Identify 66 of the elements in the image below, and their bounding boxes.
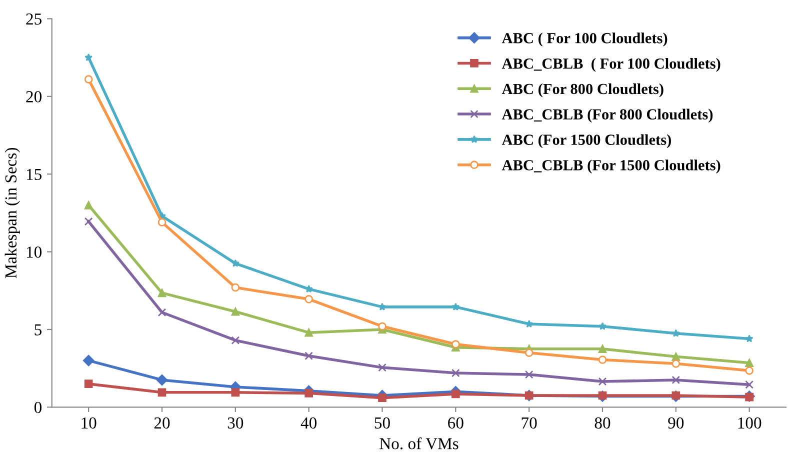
point (231, 259, 240, 267)
point (231, 336, 240, 345)
point (84, 201, 93, 210)
point (451, 340, 460, 348)
legend-label: ABC_CBLB (For 1500 Cloudlets) (502, 160, 720, 174)
point (525, 320, 534, 328)
x-tick-label: 30 (228, 417, 244, 429)
legend-label: ABC_CBLB ( For 100 Cloudlets) (502, 58, 720, 72)
legend-label: ABC (For 800 Cloudlets) (502, 83, 664, 98)
y-tick-label: 5 (34, 324, 42, 336)
point (672, 376, 680, 384)
x-tick-label: 80 (594, 417, 610, 429)
point (304, 352, 313, 360)
point (524, 348, 534, 357)
point (745, 366, 754, 375)
point (158, 218, 166, 226)
point (304, 389, 313, 398)
point (451, 390, 460, 398)
legend-label: ABC_CBLB (For 800 Cloudlets) (502, 108, 713, 123)
point (231, 307, 240, 316)
point (745, 334, 754, 342)
point (598, 344, 607, 354)
point (84, 53, 93, 62)
x-tick-label: 10 (82, 417, 96, 429)
point (304, 295, 313, 304)
x-tick-label: 70 (522, 417, 537, 429)
point (158, 288, 166, 298)
point (84, 75, 93, 84)
x-tick-label: 50 (374, 417, 390, 429)
x-axis-title: No. of VMs (380, 437, 458, 450)
x-tick-label: 20 (154, 417, 170, 429)
point (672, 352, 680, 361)
point (156, 374, 168, 386)
x-tick-label: 40 (300, 417, 317, 429)
point (598, 322, 606, 330)
point (82, 354, 94, 366)
point (231, 388, 240, 397)
point (231, 283, 240, 292)
point (598, 356, 607, 364)
point (524, 370, 534, 379)
legend-label: ABC (For 1500 Cloudlets) (502, 134, 671, 148)
point (378, 363, 386, 372)
y-tick-label: 0 (34, 402, 42, 414)
point (158, 308, 166, 317)
y-tick-label: 25 (26, 13, 42, 25)
point (378, 322, 386, 331)
point (304, 328, 313, 337)
point (451, 368, 460, 378)
legend-label: ABC ( For 100 Cloudlets) (502, 32, 668, 46)
y-axis-title: Makespan (in Secs) (4, 148, 20, 278)
y-tick-label: 10 (26, 246, 42, 258)
x-tick-label: 60 (448, 417, 464, 429)
y-tick-label: 20 (26, 91, 42, 102)
point (452, 302, 460, 310)
x-tick-label: 90 (668, 417, 684, 429)
point (84, 217, 93, 226)
point (598, 377, 607, 386)
point (378, 394, 386, 402)
y-tick-label: 15 (26, 168, 42, 180)
point (672, 359, 680, 368)
point (158, 388, 166, 397)
point (745, 358, 754, 368)
x-tick-label: 100 (738, 417, 762, 429)
point (672, 329, 680, 337)
point (84, 380, 93, 388)
point (745, 380, 754, 389)
